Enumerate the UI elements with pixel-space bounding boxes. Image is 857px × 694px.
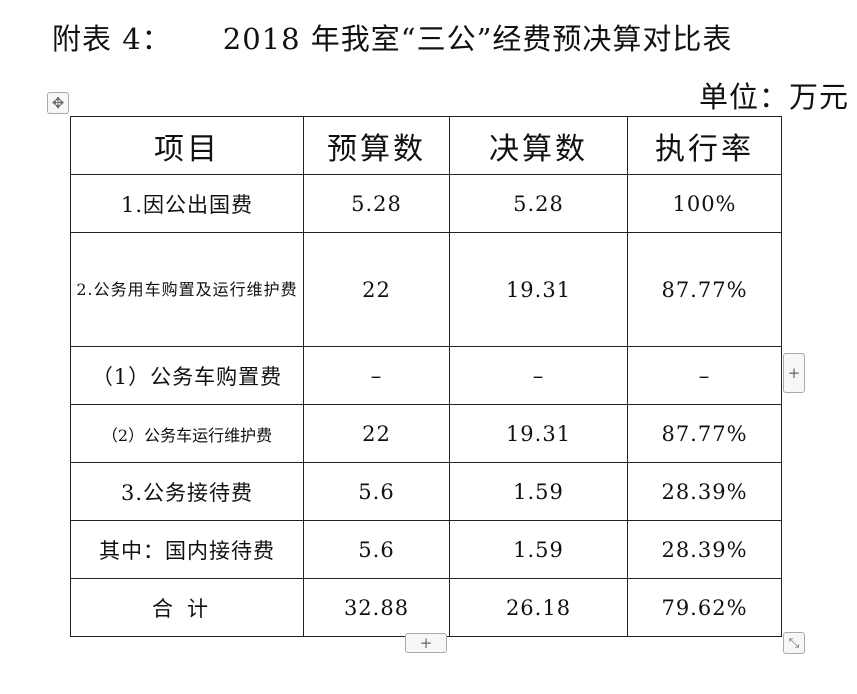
- header-cell-item: 项目: [70, 116, 304, 175]
- plus-icon: +: [787, 363, 801, 382]
- row-budget: 22: [303, 404, 450, 463]
- table-row: 1.因公出国费 5.28 5.28 100%: [70, 174, 782, 233]
- row-budget: 5.6: [303, 520, 450, 579]
- plus-icon: +: [419, 633, 433, 652]
- row-budget: 32.88: [303, 578, 450, 637]
- header-cell-actual: 决算数: [449, 116, 628, 175]
- row-item: （1）公务车购置费: [70, 346, 304, 405]
- row-rate: 28.39%: [627, 462, 782, 521]
- row-actual: 1.59: [449, 520, 628, 579]
- table-row: （2）公务车运行维护费 22 19.31 87.77%: [70, 404, 782, 463]
- unit-label: 单位：万元: [698, 80, 849, 114]
- move-handle-icon: ✥: [51, 93, 65, 112]
- row-rate: 87.77%: [627, 232, 782, 347]
- table-row: 其中：国内接待费 5.6 1.59 28.39%: [70, 520, 782, 579]
- row-budget: 5.28: [303, 174, 450, 233]
- table-row: （1）公务车购置费 – – –: [70, 346, 782, 405]
- header-cell-rate: 执行率: [627, 116, 782, 175]
- table-move-handle[interactable]: ✥: [47, 92, 69, 114]
- row-budget: 5.6: [303, 462, 450, 521]
- row-rate: 28.39%: [627, 520, 782, 579]
- budget-comparison-table: 项目 预算数 决算数 执行率 1.因公出国费 5.28 5.28 100% 2.…: [70, 116, 782, 637]
- row-rate: 87.77%: [627, 404, 782, 463]
- row-item: 1.因公出国费: [70, 174, 304, 233]
- table-row: 3.公务接待费 5.6 1.59 28.39%: [70, 462, 782, 521]
- add-column-button[interactable]: +: [783, 353, 805, 393]
- row-actual: 26.18: [449, 578, 628, 637]
- table-header-row: 项目 预算数 决算数 执行率: [70, 116, 782, 175]
- table-row: 2.公务用车购置及运行维护费 22 19.31 87.77%: [70, 232, 782, 347]
- row-item: 合计: [70, 578, 304, 637]
- row-budget: –: [303, 346, 450, 405]
- row-actual: 19.31: [449, 232, 628, 347]
- row-actual: 1.59: [449, 462, 628, 521]
- row-rate: 79.62%: [627, 578, 782, 637]
- row-actual: 19.31: [449, 404, 628, 463]
- document-title: 附表 4： 2018 年我室“三公”经费预决算对比表: [52, 22, 733, 56]
- resize-diagonal-icon: ⤡: [788, 635, 800, 651]
- header-cell-budget: 预算数: [303, 116, 450, 175]
- row-budget: 22: [303, 232, 450, 347]
- row-rate: 100%: [627, 174, 782, 233]
- table-total-row: 合计 32.88 26.18 79.62%: [70, 578, 782, 637]
- row-rate: –: [627, 346, 782, 405]
- row-item: 其中：国内接待费: [70, 520, 304, 579]
- row-item: 2.公务用车购置及运行维护费: [70, 232, 304, 347]
- row-actual: 5.28: [449, 174, 628, 233]
- table-resize-handle[interactable]: ⤡: [783, 632, 805, 654]
- row-actual: –: [449, 346, 628, 405]
- row-item: 3.公务接待费: [70, 462, 304, 521]
- add-row-button[interactable]: +: [405, 633, 447, 653]
- row-item: （2）公务车运行维护费: [70, 404, 304, 463]
